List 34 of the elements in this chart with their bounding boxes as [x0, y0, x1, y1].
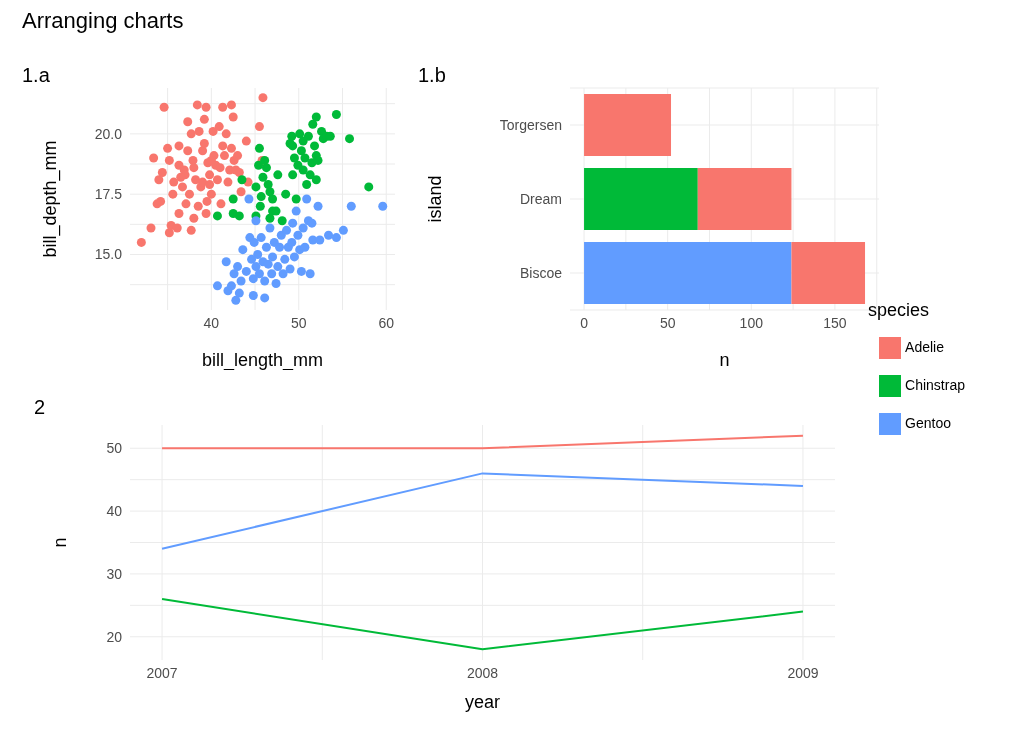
x-tick-label: 2008 — [466, 664, 499, 681]
x-tick-label: 50 — [659, 314, 676, 331]
legend-label: Adelie — [905, 339, 944, 355]
x-tick-label: 150 — [823, 314, 847, 331]
y-axis-title: bill_depth_mm — [40, 140, 62, 258]
y-tick-label: 20 — [106, 628, 123, 645]
x-tick-label: 50 — [291, 314, 307, 331]
y-tick-label: Biscoe — [519, 264, 563, 281]
y-tick-label: 40 — [106, 503, 123, 520]
chart-subtitle: 1.a — [22, 64, 50, 87]
x-tick-label: 2007 — [146, 664, 178, 681]
y-axis-title: n — [50, 537, 71, 548]
y-tick-label: Dream — [519, 190, 562, 207]
x-tick-label: 60 — [378, 314, 395, 331]
y-tick-label: Torgersen — [499, 116, 562, 133]
x-tick-label: 0 — [580, 314, 589, 331]
y-tick-label: 15.0 — [94, 246, 123, 263]
y-axis-title: island — [425, 175, 446, 223]
x-tick-label: 100 — [739, 314, 764, 331]
chart-title: Arranging charts — [22, 8, 184, 34]
x-axis-title: year — [464, 692, 501, 712]
y-tick-label: 17.5 — [94, 186, 123, 203]
x-tick-label: 2009 — [787, 664, 819, 681]
y-tick-label: 20.0 — [94, 125, 123, 142]
legend-title: species — [868, 300, 930, 321]
chart-title: 1.b — [418, 64, 446, 87]
x-axis-title: bill_length_mm — [201, 350, 324, 371]
chart-title: 2 — [34, 396, 46, 419]
x-tick-label: 40 — [203, 314, 220, 331]
x-axis-title: n — [719, 350, 730, 370]
legend-label: Gentoo — [905, 415, 952, 431]
y-tick-label: 50 — [106, 440, 123, 457]
y-tick-label: 30 — [106, 565, 123, 582]
legend-label: Chinstrap — [905, 377, 965, 393]
